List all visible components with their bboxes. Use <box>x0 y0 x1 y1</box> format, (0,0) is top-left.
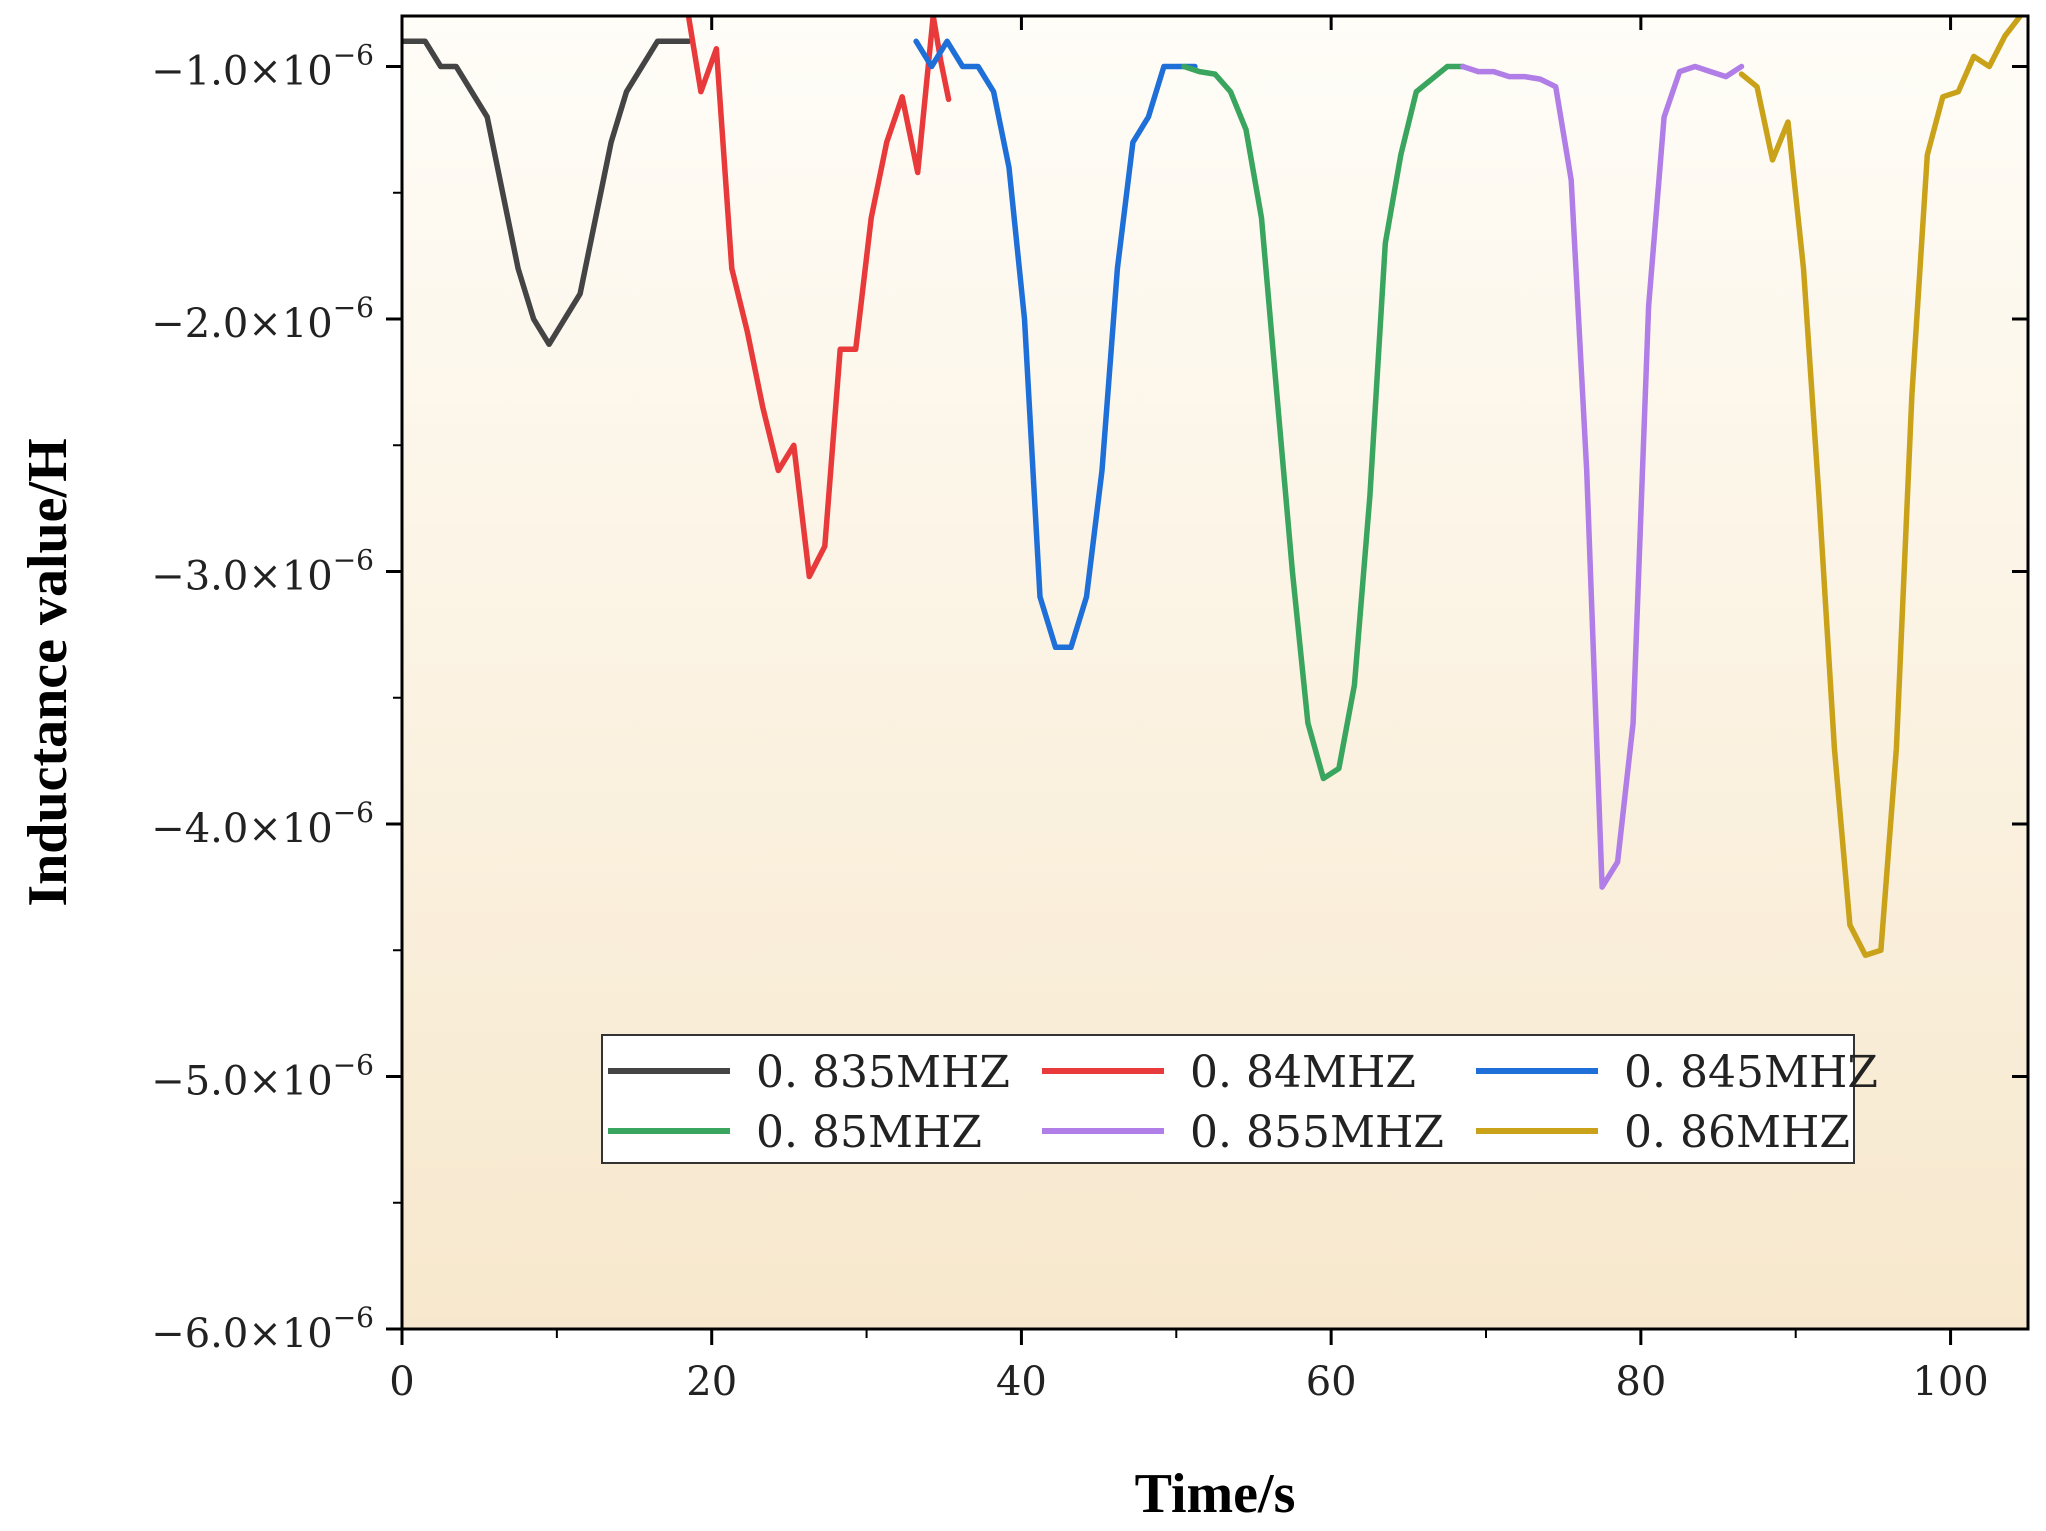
y-tick-label: −3.0×10−6 <box>151 544 374 600</box>
x-tick-label: 40 <box>996 1359 1047 1405</box>
x-tick-label: 80 <box>1615 1359 1666 1405</box>
legend-box <box>601 1034 1855 1164</box>
y-tick-label: −4.0×10−6 <box>151 796 374 852</box>
y-tick-label: −6.0×10−6 <box>151 1301 374 1357</box>
series-line-5 <box>1738 16 2024 959</box>
series-line-0 <box>402 38 692 348</box>
x-axis-title: Time/s <box>1135 1463 1296 1525</box>
plot-frame <box>400 14 2030 1331</box>
x-tick-label: 60 <box>1306 1359 1357 1405</box>
y-tick-label: −5.0×10−6 <box>151 1049 374 1105</box>
x-axis: 0 20 40 60 80 100 <box>389 16 1989 1405</box>
series-line-4 <box>1460 63 1745 890</box>
series-line-2 <box>913 38 1198 651</box>
y-tick-label: −1.0×10−6 <box>151 39 374 95</box>
x-tick-label: 20 <box>686 1359 737 1405</box>
legend-label-4: 0. 855MHZ <box>1190 1107 1444 1158</box>
legend-label-3: 0. 85MHZ <box>756 1107 982 1158</box>
x-tick-label: 100 <box>1912 1359 1988 1405</box>
legend-label-1: 0. 84MHZ <box>1190 1047 1416 1098</box>
y-tick-label: −2.0×10−6 <box>151 291 374 347</box>
legend-label-5: 0. 86MHZ <box>1624 1107 1850 1158</box>
series-line-1 <box>685 16 952 580</box>
y-axis: −1.0×10−6 −2.0×10−6 −3.0×10−6 −4.0×10−6 −5.0… <box>151 39 2028 1357</box>
y-axis-title: Inductance value/H <box>17 438 79 906</box>
series-layer <box>402 16 2024 959</box>
x-tick-label: 0 <box>389 1359 414 1405</box>
legend-label-0: 0. 835MHZ <box>756 1047 1010 1098</box>
legend-label-2: 0. 845MHZ <box>1624 1047 1878 1098</box>
series-line-3 <box>1181 63 1466 782</box>
legend: 0. 835MHZ 0. 84MHZ 0. 845MHZ 0. 85MHZ 0. 855… <box>601 1034 1878 1164</box>
